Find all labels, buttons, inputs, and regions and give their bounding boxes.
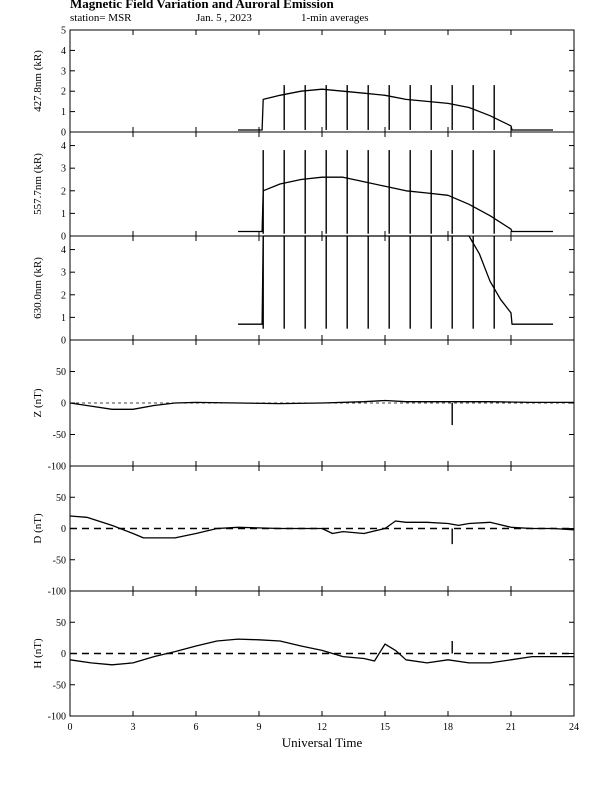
panel-3-ytick-label: 0 bbox=[61, 336, 66, 347]
panel-5-ytick-label: -50 bbox=[53, 555, 66, 566]
panel-1-ylabel: 427.8nm (kR) bbox=[32, 50, 44, 112]
panel-6-ytick-label: -100 bbox=[48, 712, 66, 723]
x-tick-label: 6 bbox=[194, 722, 199, 733]
panel-2-ytick-label: 3 bbox=[61, 164, 66, 175]
panel-2-series-line bbox=[238, 176, 553, 233]
panel-5-ytick-label: 0 bbox=[61, 524, 66, 535]
panel-2-ytick-label: 4 bbox=[61, 141, 66, 152]
panel-3-ytick-label: 2 bbox=[61, 290, 66, 301]
panel-3-ylabel: 630.0nm (kR) bbox=[32, 257, 44, 319]
x-tick-label: 0 bbox=[68, 722, 73, 733]
panel-6-series-line bbox=[69, 638, 574, 666]
x-axis-label: Universal Time bbox=[282, 735, 363, 750]
panel-4-ytick-label: -50 bbox=[53, 430, 66, 441]
panel-2-ytick-label: 0 bbox=[61, 232, 66, 243]
x-tick-label: 12 bbox=[317, 722, 327, 733]
panel-4-ytick-label: -100 bbox=[48, 462, 66, 473]
panel-6-ytick-label: 50 bbox=[56, 618, 66, 629]
panel-6-ylabel: H (nT) bbox=[32, 638, 44, 669]
panel-4-ytick-label: 0 bbox=[61, 399, 66, 410]
panel-6-ytick-label: 0 bbox=[61, 649, 66, 660]
panel-2-ytick-label: 2 bbox=[61, 186, 66, 197]
panel-6-ytick-label: -50 bbox=[53, 680, 66, 691]
panel-3-frame bbox=[69, 235, 575, 341]
station-label: station= MSR bbox=[70, 12, 132, 24]
panel-1-frame bbox=[69, 29, 575, 133]
panel-1-ytick-label: 0 bbox=[61, 128, 66, 139]
x-tick-label: 24 bbox=[569, 722, 579, 733]
panel-5-ylabel: D (nT) bbox=[32, 513, 44, 544]
panel-1-ytick-label: 3 bbox=[61, 66, 66, 77]
panel-5-ytick-label: 50 bbox=[56, 493, 66, 504]
panel-4-ylabel: Z (nT) bbox=[32, 388, 44, 417]
panel-1-ytick-label: 2 bbox=[61, 87, 66, 98]
panel-3-ytick-label: 1 bbox=[61, 313, 66, 324]
panel-1-ytick-label: 4 bbox=[61, 46, 66, 57]
date-label: Jan. 5 , 2023 bbox=[196, 12, 252, 24]
x-tick-label: 9 bbox=[257, 722, 262, 733]
chart-title: Magnetic Field Variation and Auroral Emi… bbox=[70, 0, 334, 11]
averaging-label: 1-min averages bbox=[301, 12, 369, 24]
panel-1-ytick-label: 1 bbox=[61, 107, 66, 118]
panel-1-series-line bbox=[238, 88, 553, 131]
x-tick-label: 3 bbox=[131, 722, 136, 733]
panel-4-ytick-label: 50 bbox=[56, 367, 66, 378]
panel-3-series-line bbox=[238, 235, 553, 325]
panel-1-ytick-label: 5 bbox=[61, 26, 66, 37]
panel-2-ylabel: 557.7nm (kR) bbox=[32, 153, 44, 215]
panel-5-series-line bbox=[69, 515, 575, 539]
x-tick-label: 21 bbox=[506, 722, 516, 733]
panel-4-series-line bbox=[69, 399, 574, 410]
x-tick-label: 18 bbox=[443, 722, 453, 733]
x-tick-label: 15 bbox=[380, 722, 390, 733]
panel-5-ytick-label: -100 bbox=[48, 587, 66, 598]
panel-3-ytick-label: 3 bbox=[61, 268, 66, 279]
panel-3-ytick-label: 4 bbox=[61, 245, 66, 256]
panel-2-ytick-label: 1 bbox=[61, 209, 66, 220]
